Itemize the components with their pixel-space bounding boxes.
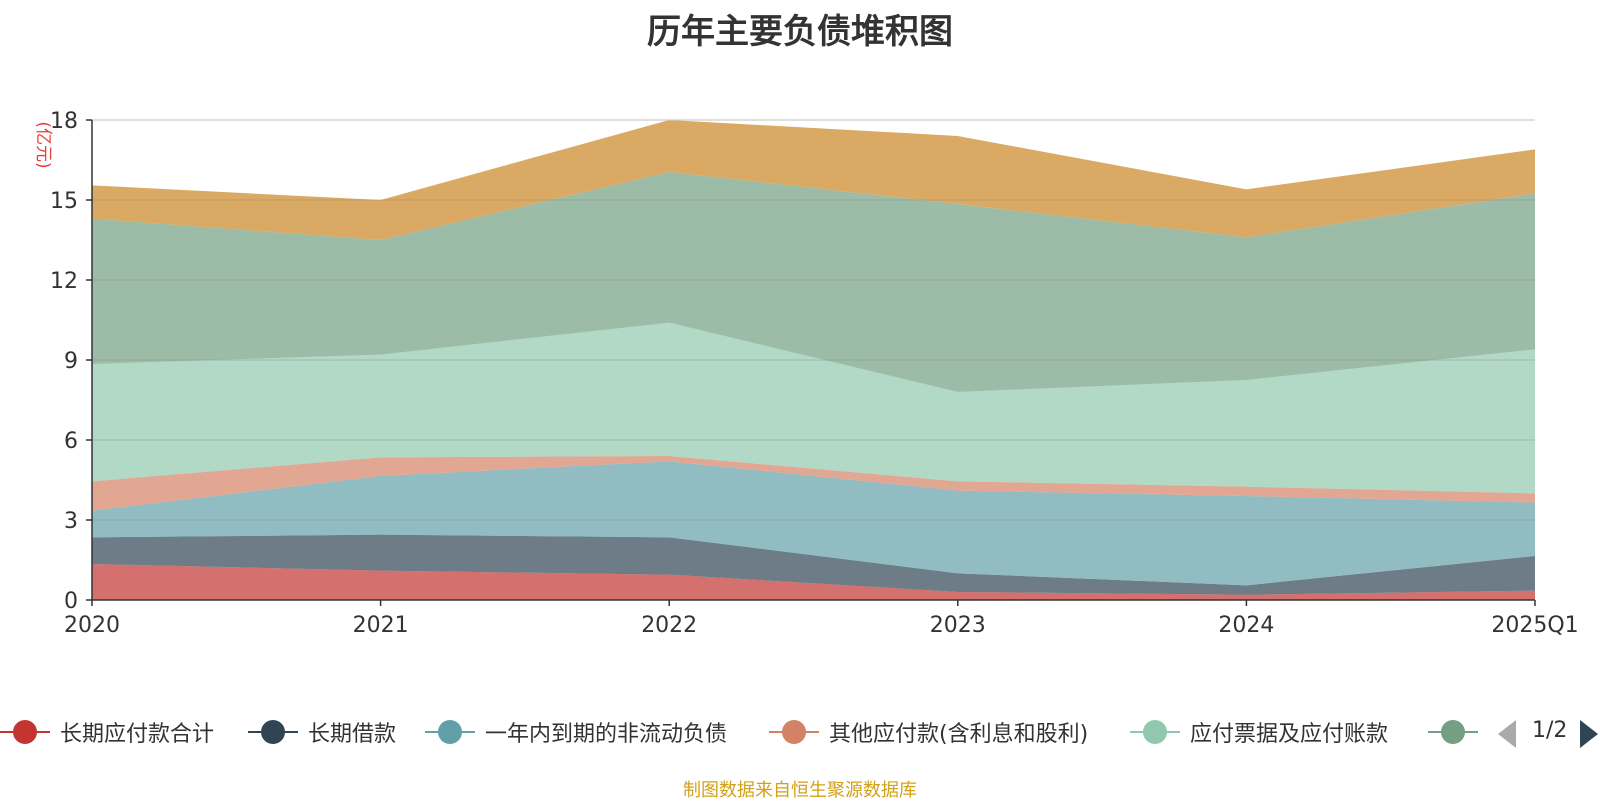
- y-tick-label: 12: [50, 269, 78, 294]
- legend-label: 长期应付款合计: [60, 722, 215, 747]
- y-tick-label: 15: [50, 189, 78, 214]
- legend-label: 应付票据及应付账款: [1190, 722, 1389, 747]
- x-tick-label: 2023: [930, 613, 986, 638]
- area-series-7[interactable]: [92, 120, 1535, 240]
- source-note: 制图数据来自恒生聚源数据库: [683, 780, 917, 801]
- legend-label: 长期借款: [308, 722, 397, 747]
- y-tick-label: 3: [64, 509, 78, 534]
- legend: 长期应付款合计 长期借款 一年内到期的非流动负债 其他应付款(含利息和股利) 应付票据及…: [0, 712, 1600, 752]
- legend-item[interactable]: [1428, 712, 1478, 752]
- area-series-6[interactable]: [92, 172, 1535, 392]
- area-series-3[interactable]: [92, 461, 1535, 586]
- y-tick-label: 9: [64, 349, 78, 374]
- y-tick-label: 0: [64, 589, 78, 614]
- legend-item[interactable]: 应付票据及应付账款: [1130, 712, 1388, 752]
- x-tick-label: 2024: [1218, 613, 1274, 638]
- y-tick-label: 18: [50, 109, 78, 134]
- legend-item[interactable]: 其他应付款(含利息和股利): [769, 712, 1088, 752]
- legend-label: 其他应付款(含利息和股利): [829, 722, 1089, 747]
- legend-item[interactable]: 一年内到期的非流动负债: [425, 712, 727, 752]
- area-series-4[interactable]: [92, 456, 1535, 511]
- legend-marker-icon: [0, 712, 50, 752]
- y-tick-label: 6: [64, 429, 78, 454]
- legend-item[interactable]: 长期借款: [248, 712, 396, 752]
- area-series-1[interactable]: [92, 564, 1535, 600]
- legend-next-page-icon[interactable]: [1580, 720, 1598, 748]
- x-tick-label: 2025Q1: [1491, 613, 1578, 638]
- legend-pager: 1/2: [1498, 712, 1598, 752]
- chart-title: 历年主要负债堆积图: [647, 12, 953, 52]
- legend-marker-icon: [248, 712, 298, 752]
- axes: 0 3 6 9 12 15 18 2020 2021 2022 2023 2024 2025Q1: [50, 109, 1579, 638]
- legend-marker-icon: [425, 712, 475, 752]
- legend-label: 一年内到期的非流动负债: [485, 722, 728, 747]
- area-series: [92, 120, 1535, 600]
- legend-marker-icon: [769, 712, 819, 752]
- y-axis-label: (亿元): [33, 121, 53, 168]
- legend-prev-page-icon[interactable]: [1498, 720, 1516, 748]
- legend-marker-icon: [1428, 712, 1478, 752]
- x-tick-label: 2020: [64, 613, 120, 638]
- legend-marker-icon: [1130, 712, 1180, 752]
- x-tick-label: 2022: [641, 613, 697, 638]
- area-series-5[interactable]: [92, 322, 1535, 494]
- area-series-2[interactable]: [92, 534, 1535, 595]
- legend-page-indicator: 1/2: [1532, 718, 1568, 743]
- legend-item[interactable]: 长期应付款合计: [0, 712, 214, 752]
- x-tick-label: 2021: [353, 613, 409, 638]
